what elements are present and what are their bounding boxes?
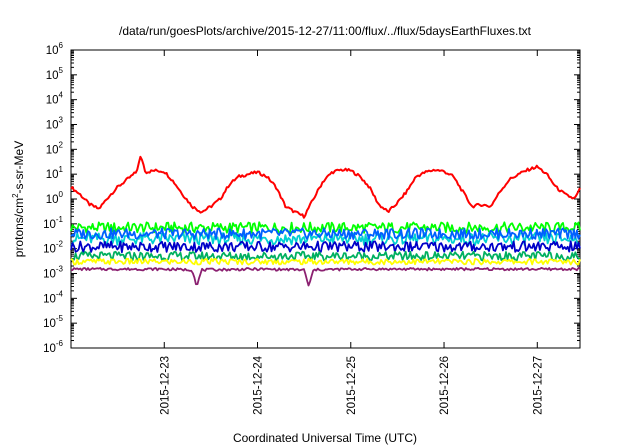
series-line-3 (70, 227, 581, 240)
y-axis-label-rest: -s-sr-MeV (12, 141, 26, 194)
y-axis-label-exp: 2 (11, 193, 20, 198)
series-line-5 (70, 250, 581, 262)
series-lines (70, 155, 581, 287)
y-tick-exp: 6 (59, 41, 64, 50)
y-tick-label: 105 (46, 66, 64, 82)
y-tick-base: 10 (46, 95, 59, 107)
y-tick-base: 10 (43, 293, 56, 305)
series-line-4 (70, 240, 581, 254)
y-tick-label: 101 (46, 165, 64, 181)
series-line-1 (70, 221, 581, 235)
chart-title: /data/run/goesPlots/archive/2015-12-27/1… (119, 24, 532, 38)
x-axis-label: Coordinated Universal Time (UTC) (233, 431, 417, 445)
y-tick-label: 103 (46, 116, 64, 132)
y-tick-base: 10 (46, 144, 59, 156)
y-tick-exp: -4 (56, 289, 64, 298)
y-tick-label: 104 (46, 91, 64, 107)
y-tick-exp: -3 (56, 265, 64, 274)
y-tick-exp: -6 (56, 339, 64, 348)
y-tick-base: 10 (43, 269, 56, 281)
y-tick-label: 106 (46, 41, 64, 57)
series-line-6 (70, 257, 581, 266)
y-tick-base: 10 (46, 120, 59, 132)
y-tick-exp: 3 (59, 116, 64, 125)
y-tick-base: 10 (46, 194, 59, 206)
x-tick-label: 2015-12-25 (346, 356, 358, 415)
y-tick-exp: 4 (59, 91, 64, 100)
y-tick-label: 10-3 (43, 265, 63, 281)
y-axis-label-main: protons/cm (12, 198, 26, 257)
y-tick-exp: -2 (56, 240, 64, 249)
y-tick-label: 10-2 (43, 240, 63, 256)
y-tick-base: 10 (43, 318, 56, 330)
plot-frame (70, 49, 581, 349)
y-tick-exp: 0 (59, 190, 64, 199)
y-tick-label: 102 (46, 140, 64, 156)
y-tick-base: 10 (43, 219, 56, 231)
x-tick-label: 2015-12-27 (532, 356, 544, 415)
series-line-7 (71, 266, 581, 287)
series-line-0 (70, 155, 581, 219)
x-axis-ticks: 2015-12-23 2015-12-24 2015-12-25 2015-12-26… (159, 50, 544, 415)
y-axis-ticks: 10-610-510-410-310-210-11001011021031041… (43, 41, 580, 355)
y-tick-label: 10-4 (43, 289, 63, 305)
y-tick-base: 10 (46, 169, 59, 181)
y-tick-exp: 1 (59, 165, 64, 174)
y-tick-base: 10 (43, 244, 56, 256)
y-tick-exp: -5 (56, 314, 64, 323)
x-tick-label: 2015-12-23 (159, 356, 171, 415)
y-tick-base: 10 (43, 343, 56, 355)
y-tick-label: 10-5 (43, 314, 63, 330)
y-tick-label: 10-6 (43, 339, 63, 355)
x-tick-label: 2015-12-26 (439, 356, 451, 415)
x-tick-label: 2015-12-24 (253, 355, 265, 414)
y-tick-label: 10-1 (43, 215, 63, 231)
y-tick-label: 100 (46, 190, 64, 206)
y-tick-exp: 2 (59, 140, 64, 149)
y-axis-label: protons/cm2-s-sr-MeV (11, 141, 26, 257)
y-tick-exp: 5 (59, 66, 64, 75)
y-tick-base: 10 (46, 45, 59, 57)
y-tick-base: 10 (46, 70, 59, 82)
y-tick-exp: -1 (56, 215, 64, 224)
